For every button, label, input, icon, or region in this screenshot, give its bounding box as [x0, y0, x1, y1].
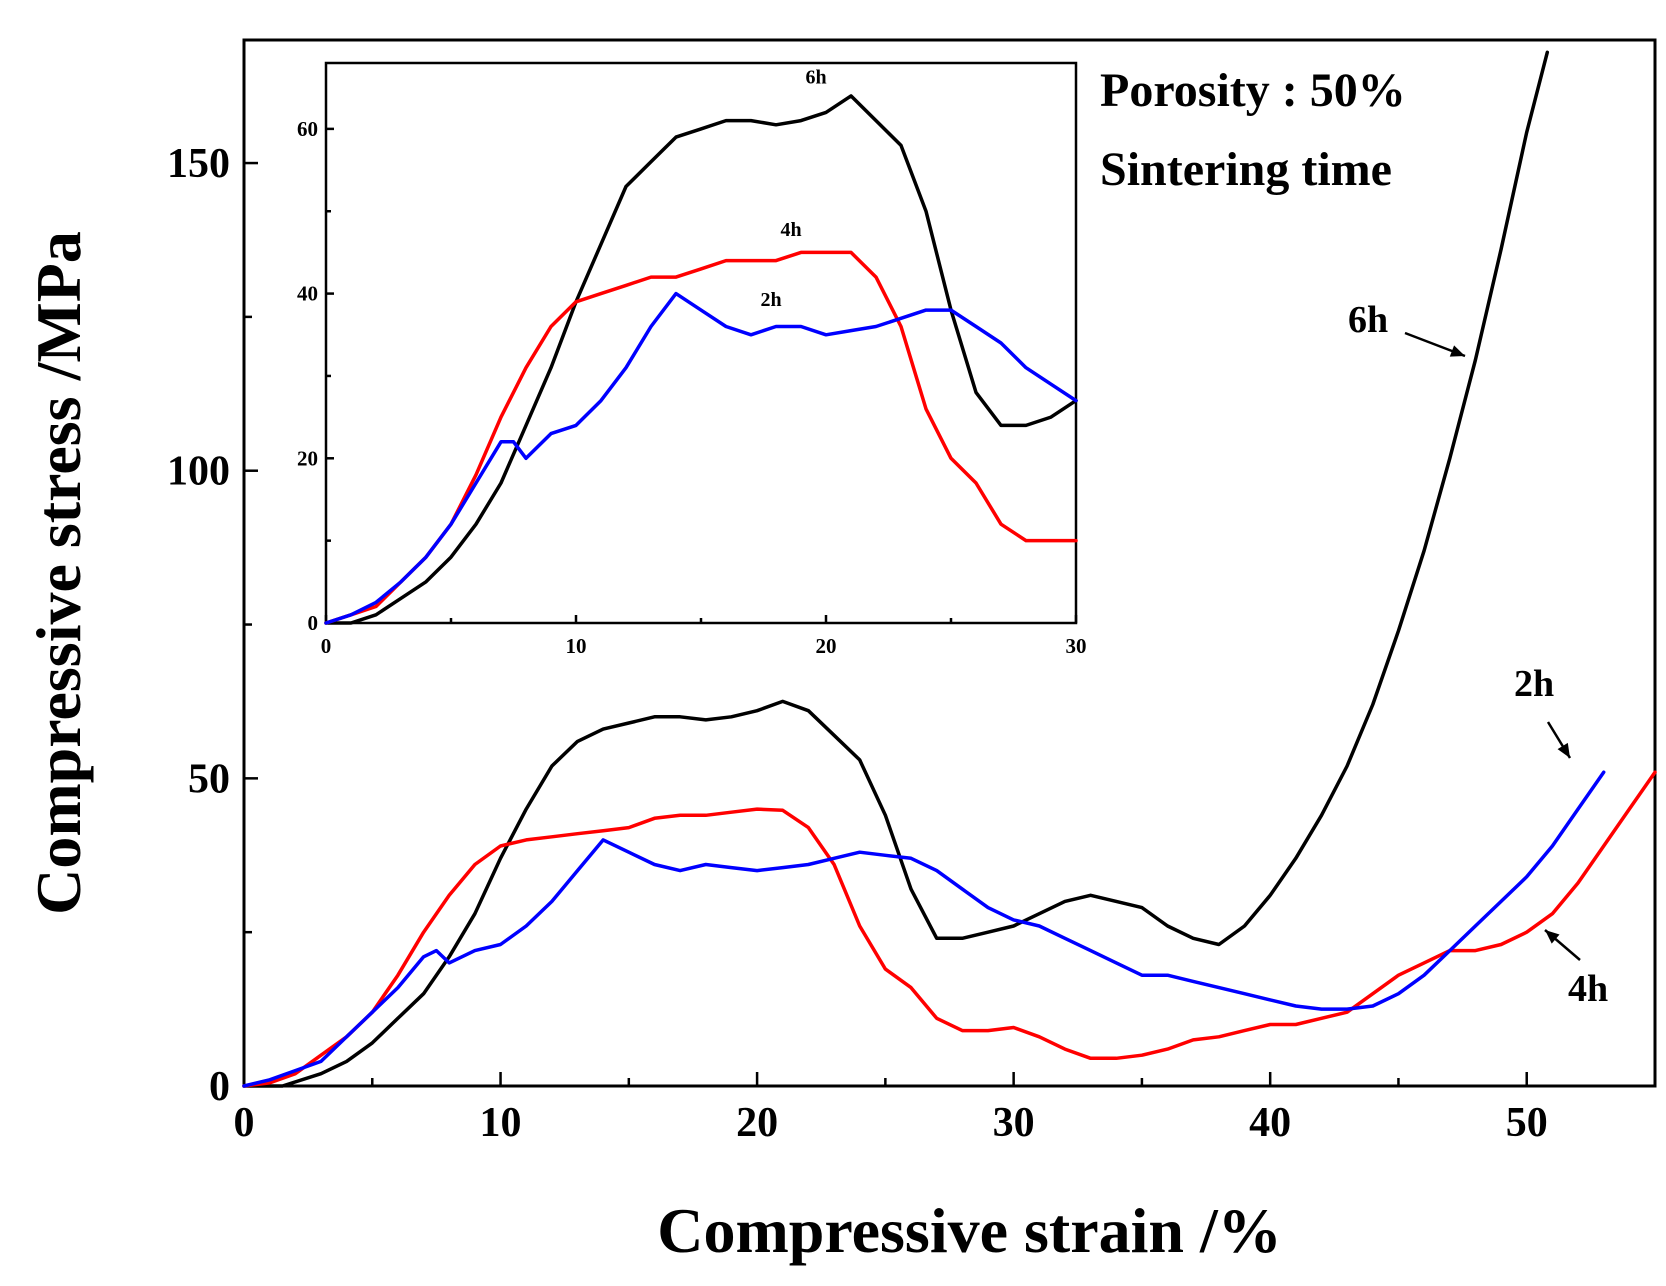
x-tick-label: 10	[566, 634, 587, 658]
y-tick-label: 150	[167, 141, 230, 187]
y-tick-label: 60	[297, 117, 318, 141]
x-tick-label: 0	[234, 1100, 255, 1146]
y-tick-label: 0	[209, 1064, 230, 1110]
y-tick-label: 0	[308, 611, 319, 635]
main-series-4h	[242, 770, 1657, 1088]
y-tick-label: 100	[167, 449, 230, 495]
label-2h: 2h	[1514, 663, 1554, 705]
label-6h: 6h	[1348, 299, 1388, 341]
x-tick-label: 10	[480, 1100, 522, 1146]
y-tick-label: 40	[297, 282, 318, 306]
x-tick-label: 50	[1506, 1100, 1548, 1146]
x-tick-label: 30	[1066, 634, 1087, 658]
y-tick-label: 20	[297, 446, 318, 470]
main-series-6h	[242, 50, 1550, 1088]
x-tick-label: 30	[993, 1100, 1035, 1146]
inset-label-6h: 6h	[805, 67, 826, 89]
main-series-2h	[242, 770, 1606, 1088]
label-4h: 4h	[1568, 968, 1608, 1010]
x-tick-label: 20	[736, 1100, 778, 1146]
annotation-sintering-time: Sintering time	[1100, 143, 1392, 196]
label-6h-arrowhead	[1449, 345, 1465, 357]
inset-series-2h	[324, 291, 1078, 625]
y-tick-label: 50	[188, 756, 230, 802]
x-tick-label: 40	[1249, 1100, 1291, 1146]
label-2h-arrowhead	[1557, 742, 1570, 758]
x-axis-title: Compressive strain /%	[657, 1195, 1282, 1266]
inset-label-4h: 4h	[780, 219, 801, 241]
y-axis-title: Compressive stress /MPa	[23, 231, 94, 915]
inset-label-2h: 2h	[760, 289, 781, 311]
inset-plot-frame	[324, 61, 1078, 625]
inset-plot: 0 10 20 30 0 20 40 60 6h 4h 2h	[297, 61, 1087, 658]
x-tick-label: 20	[816, 634, 837, 658]
label-4h-arrowhead	[1545, 930, 1560, 944]
main-plot-frame	[242, 38, 1657, 1088]
annotation-porosity: Porosity : 50%	[1100, 64, 1406, 117]
x-tick-label: 0	[321, 634, 332, 658]
